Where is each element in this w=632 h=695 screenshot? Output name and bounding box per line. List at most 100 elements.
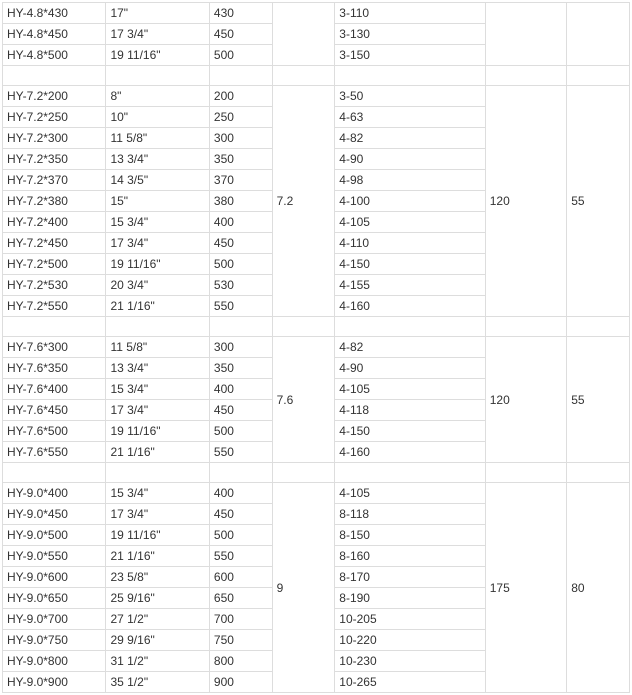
cell-inch: 17 3/4" bbox=[106, 24, 209, 45]
cell-model: HY-7.2*370 bbox=[3, 170, 106, 191]
cell-model: HY-7.6*300 bbox=[3, 337, 106, 358]
cell-inch: 19 11/16" bbox=[106, 525, 209, 546]
cell-model: HY-9.0*550 bbox=[3, 546, 106, 567]
cell-model: HY-9.0*750 bbox=[3, 630, 106, 651]
spacer-cell bbox=[335, 66, 485, 86]
cell-inch: 21 1/16" bbox=[106, 546, 209, 567]
cell-model: HY-7.6*550 bbox=[3, 442, 106, 463]
cell-model: HY-7.6*500 bbox=[3, 421, 106, 442]
cell-mm: 800 bbox=[209, 651, 272, 672]
spacer-cell bbox=[3, 66, 106, 86]
cell-group-c: 55 bbox=[567, 86, 630, 317]
cell-model: HY-7.2*250 bbox=[3, 107, 106, 128]
cell-inch: 10" bbox=[106, 107, 209, 128]
cell-code: 3-110 bbox=[335, 3, 485, 24]
cell-model: HY-7.2*200 bbox=[3, 86, 106, 107]
cell-mm: 550 bbox=[209, 546, 272, 567]
cell-mm: 700 bbox=[209, 609, 272, 630]
spacer-cell bbox=[106, 66, 209, 86]
cell-code: 4-160 bbox=[335, 442, 485, 463]
cell-mm: 450 bbox=[209, 400, 272, 421]
spacer-cell bbox=[335, 463, 485, 483]
spec-table: HY-4.8*43017"4303-110HY-4.8*45017 3/4"45… bbox=[2, 2, 630, 693]
cell-model: HY-9.0*650 bbox=[3, 588, 106, 609]
spacer-cell bbox=[335, 317, 485, 337]
table-row: HY-9.0*40015 3/4"40094-10517580 bbox=[3, 483, 630, 504]
spacer-row bbox=[3, 66, 630, 86]
cell-code: 10-230 bbox=[335, 651, 485, 672]
cell-model: HY-7.2*300 bbox=[3, 128, 106, 149]
cell-model: HY-9.0*700 bbox=[3, 609, 106, 630]
cell-code: 4-110 bbox=[335, 233, 485, 254]
cell-code: 8-170 bbox=[335, 567, 485, 588]
spacer-cell bbox=[272, 66, 335, 86]
spacer-cell bbox=[209, 317, 272, 337]
cell-model: HY-9.0*400 bbox=[3, 483, 106, 504]
spacer-cell bbox=[272, 463, 335, 483]
cell-inch: 21 1/16" bbox=[106, 442, 209, 463]
cell-group-c bbox=[567, 3, 630, 66]
cell-inch: 13 3/4" bbox=[106, 149, 209, 170]
spacer-cell bbox=[567, 317, 630, 337]
cell-mm: 450 bbox=[209, 24, 272, 45]
cell-mm: 370 bbox=[209, 170, 272, 191]
cell-mm: 530 bbox=[209, 275, 272, 296]
cell-model: HY-9.0*600 bbox=[3, 567, 106, 588]
spacer-cell bbox=[485, 317, 567, 337]
cell-model: HY-4.8*450 bbox=[3, 24, 106, 45]
cell-model: HY-9.0*500 bbox=[3, 525, 106, 546]
spacer-cell bbox=[3, 463, 106, 483]
table-row: HY-7.2*2008"2007.23-5012055 bbox=[3, 86, 630, 107]
cell-mm: 500 bbox=[209, 45, 272, 66]
table-row: HY-4.8*43017"4303-110 bbox=[3, 3, 630, 24]
cell-inch: 35 1/2" bbox=[106, 672, 209, 693]
cell-group-a: 9 bbox=[272, 483, 335, 693]
cell-inch: 11 5/8" bbox=[106, 128, 209, 149]
cell-mm: 550 bbox=[209, 442, 272, 463]
cell-model: HY-7.2*500 bbox=[3, 254, 106, 275]
cell-model: HY-9.0*800 bbox=[3, 651, 106, 672]
cell-mm: 450 bbox=[209, 504, 272, 525]
cell-model: HY-9.0*900 bbox=[3, 672, 106, 693]
cell-mm: 500 bbox=[209, 254, 272, 275]
cell-code: 4-150 bbox=[335, 254, 485, 275]
cell-code: 4-90 bbox=[335, 358, 485, 379]
cell-code: 4-98 bbox=[335, 170, 485, 191]
cell-inch: 19 11/16" bbox=[106, 45, 209, 66]
spacer-cell bbox=[485, 66, 567, 86]
cell-mm: 650 bbox=[209, 588, 272, 609]
cell-code: 4-105 bbox=[335, 379, 485, 400]
cell-mm: 200 bbox=[209, 86, 272, 107]
cell-code: 8-118 bbox=[335, 504, 485, 525]
cell-inch: 15" bbox=[106, 191, 209, 212]
cell-model: HY-7.6*450 bbox=[3, 400, 106, 421]
cell-code: 3-50 bbox=[335, 86, 485, 107]
cell-mm: 250 bbox=[209, 107, 272, 128]
cell-code: 4-105 bbox=[335, 483, 485, 504]
cell-code: 4-160 bbox=[335, 296, 485, 317]
cell-code: 4-82 bbox=[335, 337, 485, 358]
cell-model: HY-7.6*400 bbox=[3, 379, 106, 400]
cell-code: 4-82 bbox=[335, 128, 485, 149]
cell-mm: 500 bbox=[209, 421, 272, 442]
cell-model: HY-7.2*450 bbox=[3, 233, 106, 254]
cell-mm: 380 bbox=[209, 191, 272, 212]
cell-inch: 27 1/2" bbox=[106, 609, 209, 630]
spacer-cell bbox=[272, 317, 335, 337]
cell-code: 10-265 bbox=[335, 672, 485, 693]
cell-code: 10-205 bbox=[335, 609, 485, 630]
cell-mm: 430 bbox=[209, 3, 272, 24]
cell-model: HY-4.8*500 bbox=[3, 45, 106, 66]
cell-inch: 8" bbox=[106, 86, 209, 107]
cell-model: HY-7.2*530 bbox=[3, 275, 106, 296]
cell-code: 4-118 bbox=[335, 400, 485, 421]
cell-mm: 900 bbox=[209, 672, 272, 693]
cell-model: HY-7.6*350 bbox=[3, 358, 106, 379]
spacer-cell bbox=[209, 66, 272, 86]
cell-code: 10-220 bbox=[335, 630, 485, 651]
spacer-row bbox=[3, 317, 630, 337]
cell-model: HY-7.2*400 bbox=[3, 212, 106, 233]
cell-inch: 17 3/4" bbox=[106, 233, 209, 254]
cell-model: HY-7.2*350 bbox=[3, 149, 106, 170]
cell-mm: 750 bbox=[209, 630, 272, 651]
